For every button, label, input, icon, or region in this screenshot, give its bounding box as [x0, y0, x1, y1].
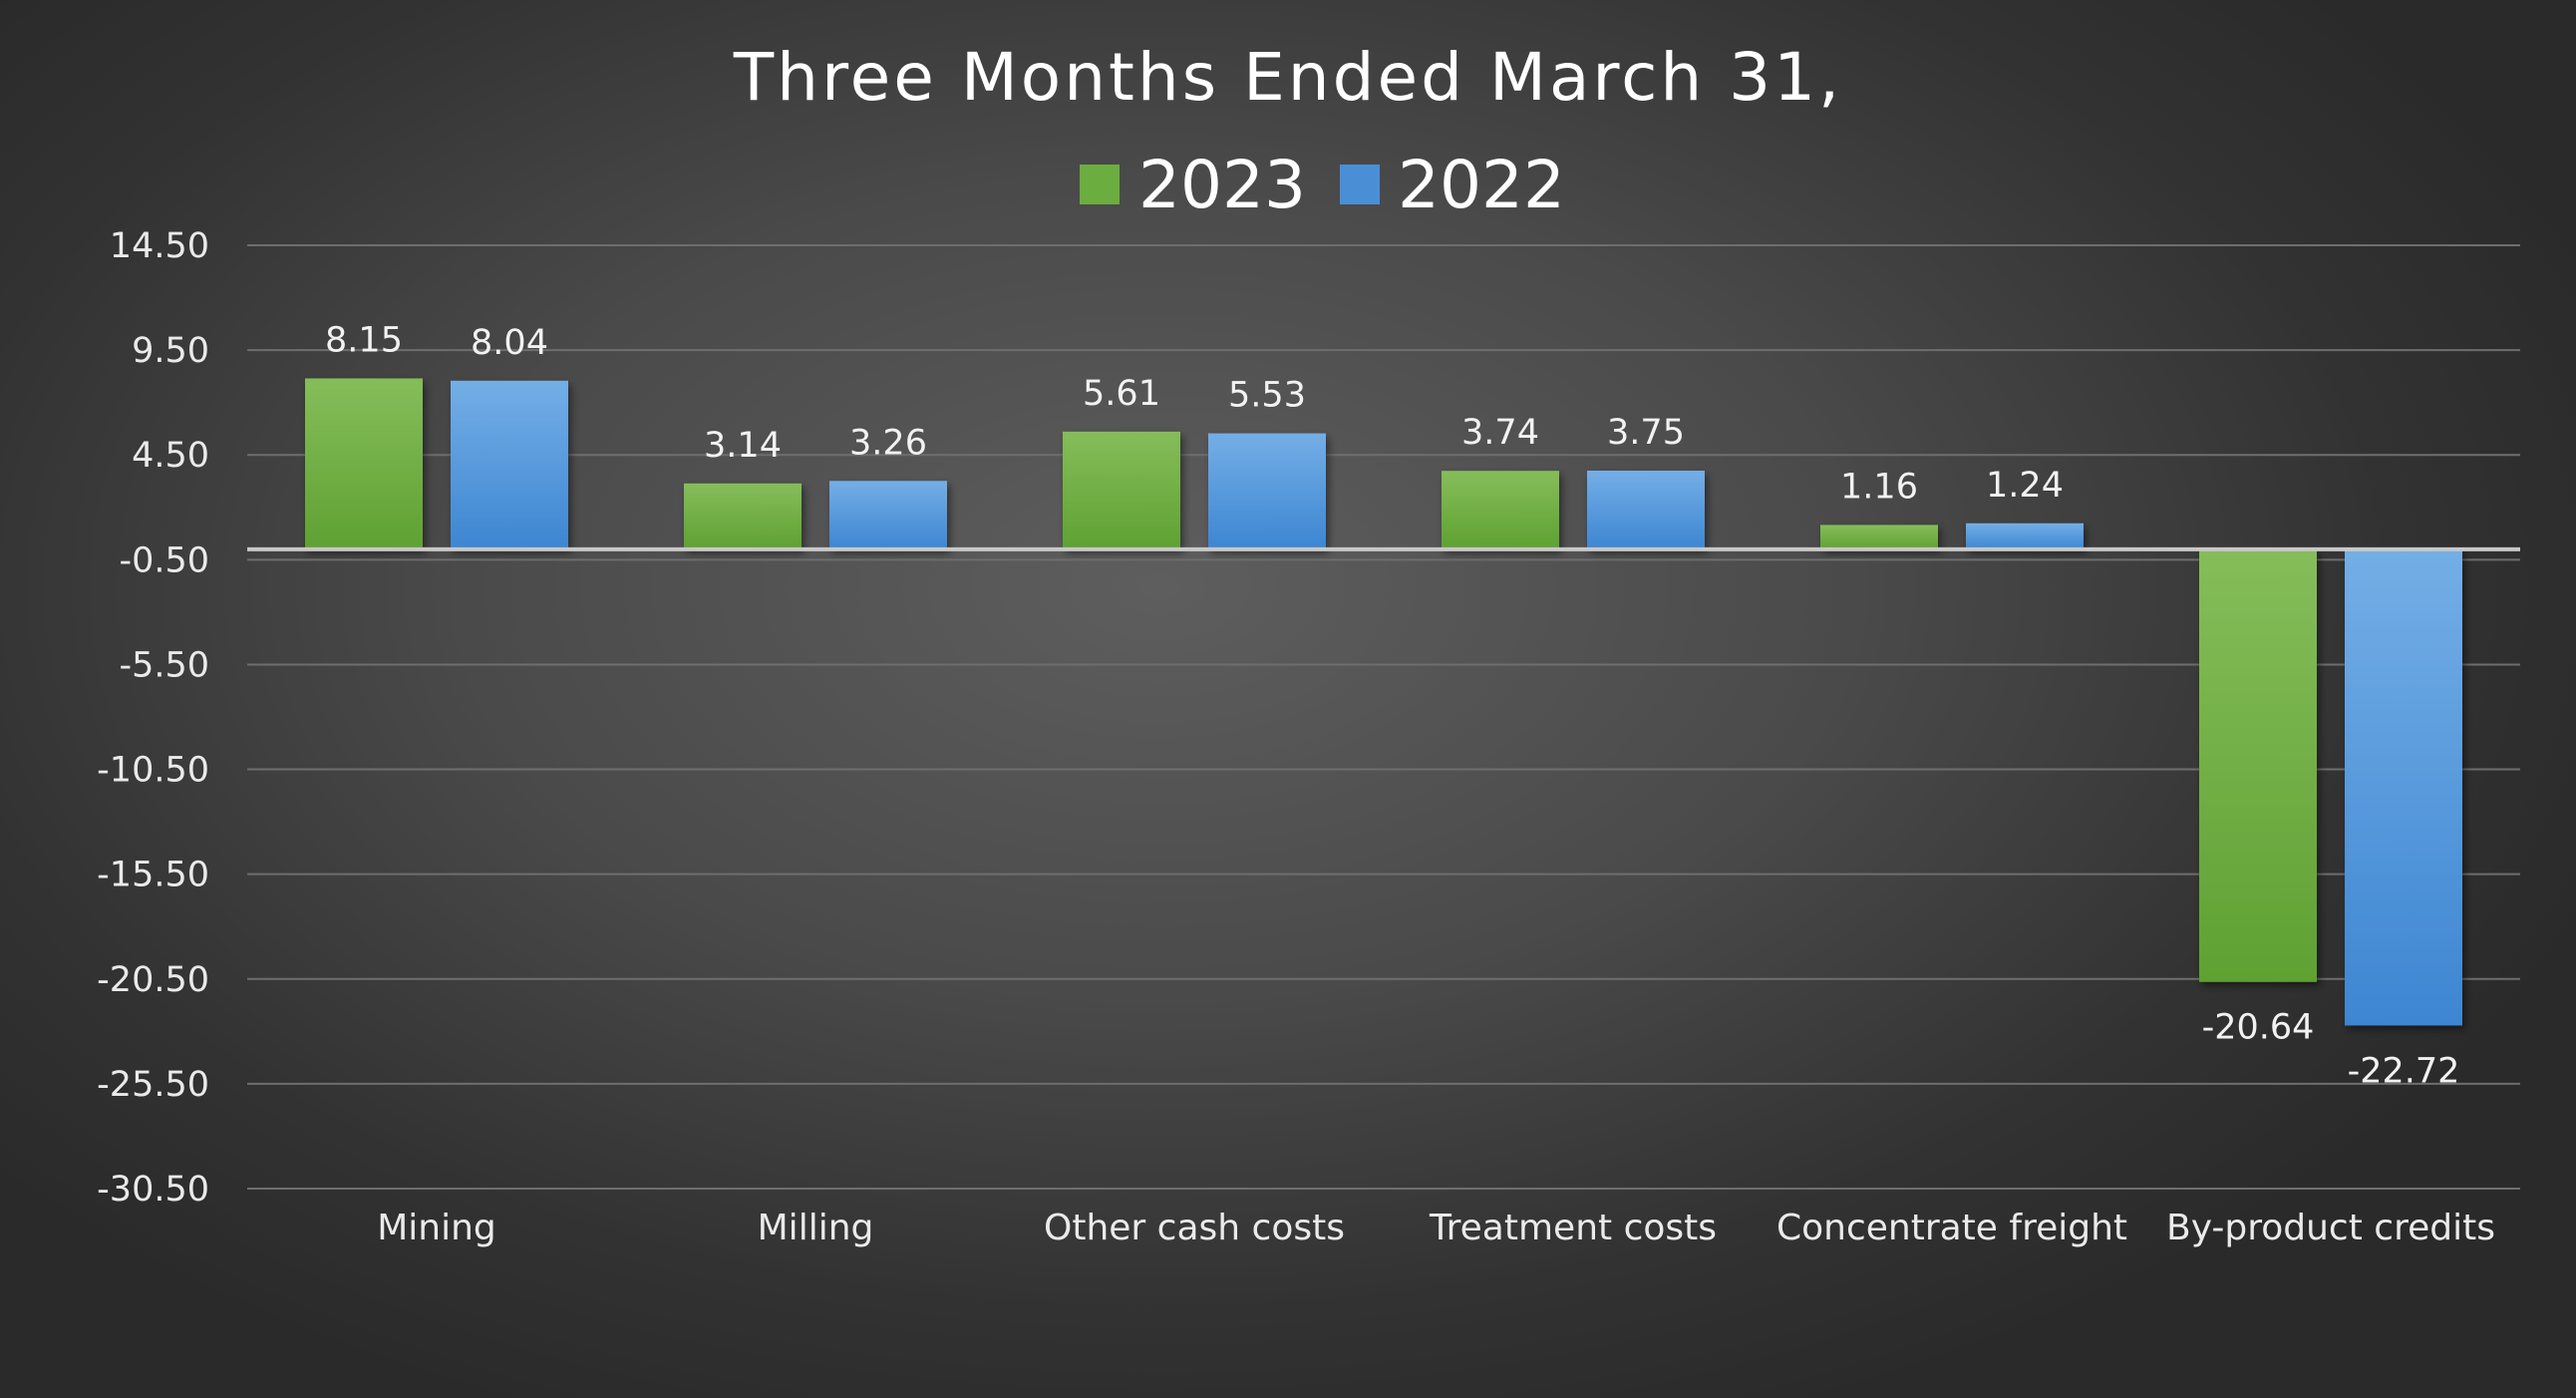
x-axis-ticks: Mining Milling Other cash costs Treatment c… [377, 1208, 2495, 1248]
bar-2023-treatment-costs [1442, 471, 1559, 549]
x-tick-label-other-cash-costs: Other cash costs [1044, 1208, 1345, 1248]
y-tick-label: -0.50 [119, 540, 209, 580]
bar-2022-concentrate-freight [1966, 523, 2084, 549]
legend-label-2022: 2022 [1398, 147, 1565, 223]
bar-2022-other-cash-costs [1208, 433, 1326, 549]
legend-label-2023: 2023 [1138, 147, 1306, 223]
legend-swatch-2022 [1340, 165, 1380, 204]
data-label-2023-treatment-costs: 3.74 [1461, 413, 1539, 453]
x-tick-label-mining: Mining [377, 1208, 496, 1248]
data-label-2022-mining: 8.04 [471, 323, 548, 363]
x-tick-label-treatment-costs: Treatment costs [1429, 1208, 1717, 1248]
x-tick-label-concentrate-freight: Concentrate freight [1776, 1208, 2127, 1248]
y-tick-label: 4.50 [132, 436, 209, 476]
data-label-2022-milling: 3.26 [849, 423, 927, 463]
y-tick-label: 9.50 [132, 331, 209, 371]
bar-2022-mining [451, 380, 568, 549]
chart-title: Three Months Ended March 31, [733, 39, 1842, 116]
data-label-2022-by-product-credits: -22.72 [2348, 1051, 2460, 1091]
x-tick-label-by-product-credits: By-product credits [2166, 1208, 2495, 1248]
y-tick-label: -10.50 [97, 751, 209, 791]
x-tick-label-milling: Milling [758, 1208, 874, 1248]
data-label-2023-by-product-credits: -20.64 [2202, 1008, 2315, 1048]
bar-2023-concentrate-freight [1820, 524, 1938, 549]
bar-2023-by-product-credits [2199, 548, 2317, 982]
bar-2023-other-cash-costs [1063, 431, 1180, 549]
bar-2022-milling [829, 481, 947, 549]
y-axis-ticks: 14.50 9.50 4.50 -0.50 -5.50 -10.50 -15.50 -20.5… [97, 226, 209, 1210]
data-label-2023-other-cash-costs: 5.61 [1083, 374, 1160, 414]
y-tick-label: -25.50 [97, 1065, 209, 1105]
data-labels: 8.15 8.04 3.14 3.26 5.61 5.53 3.74 3.75 1.16 1.24… [325, 320, 2459, 1091]
data-label-2023-mining: 8.15 [325, 320, 403, 360]
y-tick-label: -5.50 [119, 645, 209, 685]
bar-2022-by-product-credits [2345, 548, 2462, 1026]
y-tick-label: 14.50 [110, 226, 209, 266]
legend: 2023 2022 [1080, 147, 1565, 223]
gridlines [247, 244, 2520, 1190]
y-tick-label: -20.50 [97, 960, 209, 1000]
bar-2023-mining [305, 378, 423, 549]
bar-2022-treatment-costs [1587, 470, 1705, 549]
data-label-2022-other-cash-costs: 5.53 [1228, 376, 1306, 416]
data-label-2023-concentrate-freight: 1.16 [1840, 467, 1918, 507]
data-label-2023-milling: 3.14 [704, 426, 782, 466]
y-tick-label: -15.50 [97, 856, 209, 895]
data-label-2022-treatment-costs: 3.75 [1607, 413, 1685, 453]
data-label-2022-concentrate-freight: 1.24 [1986, 466, 2064, 506]
bar-2023-milling [684, 483, 802, 549]
y-tick-label: -30.50 [97, 1170, 209, 1210]
bars [305, 378, 2462, 1026]
legend-swatch-2023 [1080, 165, 1120, 204]
